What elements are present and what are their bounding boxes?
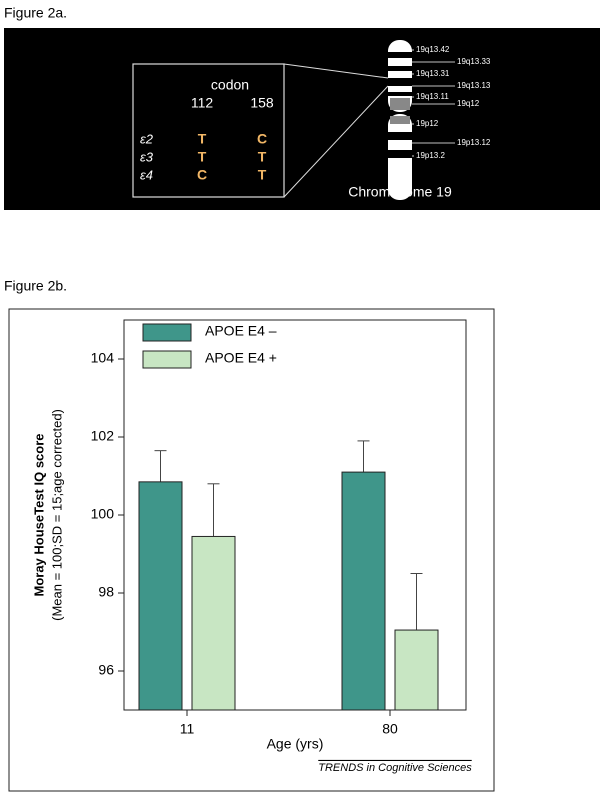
x-axis-label: Age (yrs) xyxy=(267,736,324,752)
band-label: 19q12 xyxy=(457,99,480,108)
codon-number: 112 xyxy=(191,95,214,111)
band-label: 19q13.13 xyxy=(457,81,491,90)
legend-swatch xyxy=(142,350,192,369)
base: T xyxy=(198,131,207,147)
zoom-line xyxy=(283,85,389,198)
x-tick-label: 11 xyxy=(180,721,195,737)
base: T xyxy=(258,167,267,183)
band-label: 19p13.2 xyxy=(416,151,445,160)
y-axis-note: (Mean = 100;SD = 15;age corrected) xyxy=(49,409,64,621)
legend-label: APOE E4 + xyxy=(205,350,277,366)
y-tick-label: 104 xyxy=(91,350,115,366)
band-label: 19q13.31 xyxy=(416,69,450,78)
figure-label: Figure 2b. xyxy=(4,278,67,294)
y-tick-label: 96 xyxy=(98,662,114,678)
allele: ε3 xyxy=(140,149,154,164)
band-label: 19q13.11 xyxy=(416,92,449,101)
legend-label: APOE E4 – xyxy=(205,323,277,339)
y-tick-label: 100 xyxy=(91,506,115,522)
y-axis-label: Moray HouseTest IQ score xyxy=(31,433,46,596)
codon-title: codon xyxy=(211,77,249,93)
band-label: 19p12 xyxy=(416,119,439,128)
bar xyxy=(138,481,183,711)
y-tick-label: 98 xyxy=(98,584,114,600)
base: T xyxy=(258,149,267,165)
chromosome-caption: Chromosome 19 xyxy=(348,184,452,200)
y-tick-label: 102 xyxy=(91,428,115,444)
band-label: 19q13.42 xyxy=(416,45,450,54)
base: C xyxy=(197,167,207,183)
allele: ε2 xyxy=(140,131,154,146)
zoom-line xyxy=(283,63,389,79)
allele: ε4 xyxy=(140,167,153,182)
base: T xyxy=(198,149,207,165)
codon-number: 158 xyxy=(250,95,274,111)
figure-label: Figure 2a. xyxy=(4,5,67,21)
bar xyxy=(341,471,386,711)
figure-b-panel xyxy=(8,308,495,792)
chromosome xyxy=(388,40,412,200)
bar xyxy=(394,629,439,711)
band-label: 19q13.33 xyxy=(457,57,491,66)
legend-swatch xyxy=(142,323,192,342)
source: TRENDS in Cognitive Sciences xyxy=(318,762,472,774)
band-label: 19p13.12 xyxy=(457,138,491,147)
codon-box xyxy=(132,63,285,198)
x-tick-label: 80 xyxy=(382,721,398,737)
base: C xyxy=(257,131,267,147)
bar xyxy=(191,535,236,711)
figure-a-panel xyxy=(4,28,600,210)
